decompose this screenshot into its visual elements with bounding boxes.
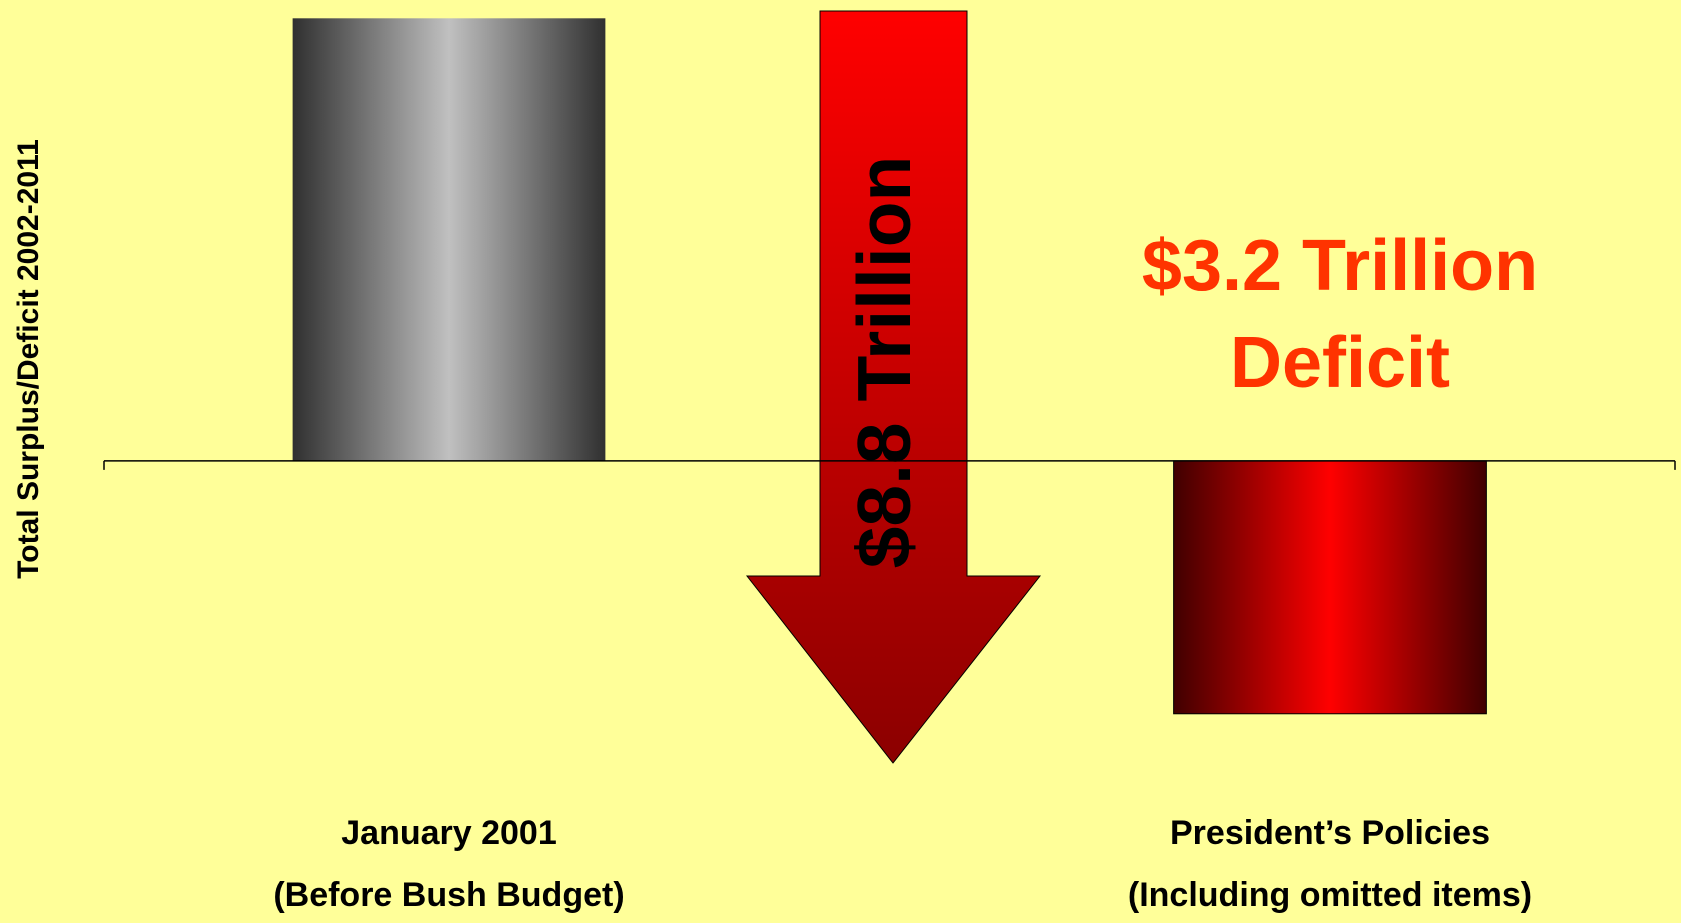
deficit-label: $3.2 Trillion — [1142, 226, 1538, 306]
bar — [292, 18, 606, 461]
arrow-label: $8.8 Trillion — [842, 156, 926, 569]
deficit-label: Deficit — [1230, 323, 1450, 403]
y-axis-label: Total Surplus/Deficit 2002-2011 — [12, 139, 45, 579]
drop-arrow — [745, 10, 1042, 764]
category-label: January 2001 (Before Bush Budget) — [273, 814, 625, 914]
category-label: President’s Policies (Including omitted … — [1127, 814, 1533, 914]
bar — [1173, 460, 1487, 715]
